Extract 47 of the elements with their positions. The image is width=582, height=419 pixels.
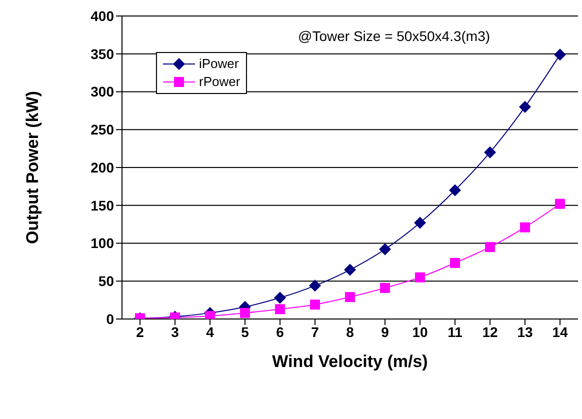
point xyxy=(344,264,356,276)
x-tick-label: 8 xyxy=(346,324,354,340)
x-tick-label: 3 xyxy=(171,324,180,340)
y-tick-label: 250 xyxy=(90,122,114,138)
y-tick-label: 350 xyxy=(90,46,114,62)
annotation: @Tower Size = 50x50x4.3(m3) xyxy=(298,28,490,44)
legend-label: rPower xyxy=(199,73,240,91)
x-tick-label: 7 xyxy=(311,324,320,340)
x-tick-label: 6 xyxy=(276,324,284,340)
point xyxy=(554,48,566,61)
point xyxy=(309,280,321,292)
point xyxy=(380,282,390,293)
point xyxy=(310,300,320,310)
y-axis-title: Output Power (kW) xyxy=(23,91,42,244)
point xyxy=(205,310,215,319)
x-axis-title: Wind Velocity (m/s) xyxy=(272,352,428,371)
x-tick-label: 10 xyxy=(412,324,428,340)
point xyxy=(485,242,495,252)
x-tick-label: 5 xyxy=(241,324,250,340)
point xyxy=(414,216,426,229)
point xyxy=(520,222,530,232)
point xyxy=(240,308,250,318)
y-tick-label: 150 xyxy=(90,197,114,214)
y-tick-label: 100 xyxy=(90,235,114,252)
x-tick-label: 9 xyxy=(381,324,390,340)
y-tick-label: 0 xyxy=(106,310,114,327)
point xyxy=(274,292,286,304)
x-tick-label: 11 xyxy=(448,324,463,340)
point xyxy=(450,258,460,268)
y-tick-label: 300 xyxy=(90,84,114,100)
x-tick-label: 4 xyxy=(206,324,214,340)
point xyxy=(449,184,461,196)
x-tick-label: 12 xyxy=(482,324,498,340)
x-tick-label: 2 xyxy=(136,324,144,340)
x-tick-label: 14 xyxy=(552,324,568,340)
point xyxy=(275,304,285,314)
point xyxy=(484,146,496,158)
y-tick-label: 50 xyxy=(98,273,114,290)
legend-label: iPower xyxy=(199,55,239,73)
point xyxy=(555,198,565,209)
y-tick-label: 400 xyxy=(90,8,114,24)
y-tick-label: 200 xyxy=(90,159,114,176)
point xyxy=(415,272,425,282)
point xyxy=(379,243,391,256)
point xyxy=(345,292,355,302)
point xyxy=(519,100,531,113)
x-tick-label: 13 xyxy=(517,324,533,340)
